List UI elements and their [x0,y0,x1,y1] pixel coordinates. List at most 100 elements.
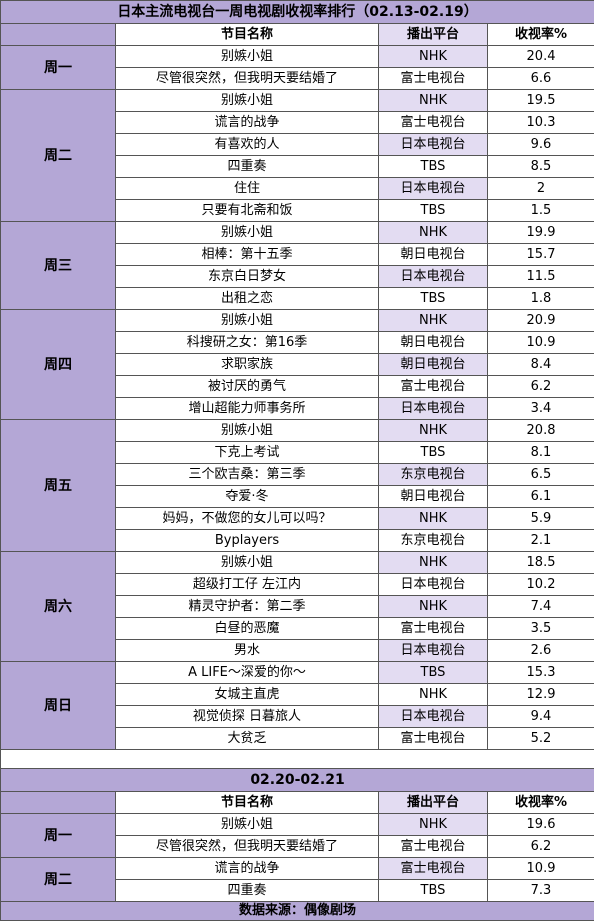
rating-value: 6.5 [488,464,594,486]
rating-value: 6.2 [488,836,594,858]
program-name: 别嫉小姐 [116,420,379,442]
rating-value: 20.9 [488,310,594,332]
rating-value: 9.4 [488,706,594,728]
broadcast-platform: 日本电视台 [379,134,488,156]
broadcast-platform: TBS [379,156,488,178]
program-name: 男水 [116,640,379,662]
rating-value: 10.9 [488,858,594,880]
corner-cell-2 [1,792,116,814]
program-name: 尽管很突然，但我明天要结婚了 [116,68,379,90]
broadcast-platform: NHK [379,420,488,442]
broadcast-platform: 朝日电视台 [379,354,488,376]
program-name: 别嫉小姐 [116,552,379,574]
broadcast-platform: 富士电视台 [379,728,488,750]
rating-value: 8.5 [488,156,594,178]
rating-value: 19.6 [488,814,594,836]
day-label: 周五 [1,420,116,552]
program-name: 下克上考试 [116,442,379,464]
rating-value: 20.8 [488,420,594,442]
program-name: 有喜欢的人 [116,134,379,156]
broadcast-platform: 富士电视台 [379,376,488,398]
program-name: 大贫乏 [116,728,379,750]
second-title: 02.20-02.21 [1,769,594,792]
table-title: 日本主流电视台一周电视剧收视率排行（02.13-02.19） [1,1,594,24]
rating-value: 5.9 [488,508,594,530]
program-name: 住住 [116,178,379,200]
program-name: 别嫉小姐 [116,46,379,68]
broadcast-platform: 日本电视台 [379,266,488,288]
broadcast-platform: NHK [379,310,488,332]
broadcast-platform: 富士电视台 [379,858,488,880]
rating-value: 9.6 [488,134,594,156]
broadcast-platform: NHK [379,552,488,574]
program-name: 只要有北斋和饭 [116,200,379,222]
rating-value: 3.4 [488,398,594,420]
program-name: 尽管很突然，但我明天要结婚了 [116,836,379,858]
rating-value: 1.8 [488,288,594,310]
program-name: 妈妈，不做您的女儿可以吗？ [116,508,379,530]
rating-value: 10.2 [488,574,594,596]
rating-value: 6.6 [488,68,594,90]
program-name: 别嫉小姐 [116,222,379,244]
rating-value: 2.1 [488,530,594,552]
spacer-row [1,750,594,769]
rating-value: 10.9 [488,332,594,354]
rating-value: 18.5 [488,552,594,574]
program-name: 出租之恋 [116,288,379,310]
header-rating-2: 收视率% [488,792,594,814]
program-name: 增山超能力师事务所 [116,398,379,420]
rating-value: 19.5 [488,90,594,112]
program-name: 视觉侦探 日暮旅人 [116,706,379,728]
program-name: 白昼的恶魔 [116,618,379,640]
program-name: 别嫉小姐 [116,814,379,836]
rating-value: 6.1 [488,486,594,508]
header-platform: 播出平台 [379,24,488,46]
day-label: 周二 [1,858,116,902]
day-label: 周一 [1,814,116,858]
rating-value: 3.5 [488,618,594,640]
day-label: 周二 [1,90,116,222]
day-label: 周六 [1,552,116,662]
header-name-2: 节目名称 [116,792,379,814]
rating-value: 10.3 [488,112,594,134]
broadcast-platform: 日本电视台 [379,640,488,662]
rating-value: 2.6 [488,640,594,662]
rating-value: 20.4 [488,46,594,68]
data-source-footer: 数据来源：偶像剧场 [1,902,594,921]
broadcast-platform: TBS [379,880,488,902]
broadcast-platform: 富士电视台 [379,618,488,640]
program-name: 精灵守护者：第二季 [116,596,379,618]
broadcast-platform: 日本电视台 [379,178,488,200]
header-platform-2: 播出平台 [379,792,488,814]
day-label: 周日 [1,662,116,750]
day-label: 周一 [1,46,116,90]
broadcast-platform: NHK [379,814,488,836]
program-name: 夺爱·冬 [116,486,379,508]
program-name: 科搜研之女：第16季 [116,332,379,354]
program-name: 谎言的战争 [116,858,379,880]
broadcast-platform: 日本电视台 [379,574,488,596]
program-name: 四重奏 [116,156,379,178]
broadcast-platform: NHK [379,596,488,618]
rating-value: 5.2 [488,728,594,750]
broadcast-platform: NHK [379,684,488,706]
rating-value: 15.7 [488,244,594,266]
rating-value: 6.2 [488,376,594,398]
broadcast-platform: TBS [379,662,488,684]
program-name: 相棒：第十五季 [116,244,379,266]
rating-value: 8.1 [488,442,594,464]
header-name: 节目名称 [116,24,379,46]
corner-cell [1,24,116,46]
broadcast-platform: 日本电视台 [379,398,488,420]
program-name: 谎言的战争 [116,112,379,134]
broadcast-platform: TBS [379,442,488,464]
broadcast-platform: 日本电视台 [379,706,488,728]
